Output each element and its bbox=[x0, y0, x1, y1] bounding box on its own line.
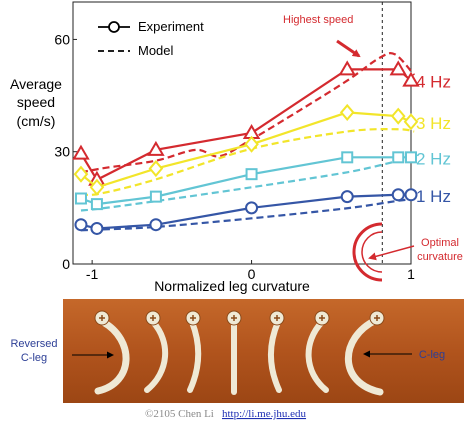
c-leg-curvature-icon bbox=[352, 222, 383, 282]
series-1-hz: 1 Hz bbox=[74, 187, 451, 235]
experiment-point-2-hz-3 bbox=[245, 168, 258, 181]
leg-hub-crosses bbox=[99, 315, 380, 321]
leg-shape-6 bbox=[305, 319, 329, 393]
series-layer: 4 Hz 3 Hz 2 Hz 1 Hz bbox=[72, 52, 451, 235]
optimal-curvature-label-line-2: curvature bbox=[417, 251, 463, 263]
series-3-hz: 3 Hz bbox=[73, 103, 451, 197]
experiment-point-4-hz-4 bbox=[338, 60, 356, 76]
highest-speed-label: Highest speed bbox=[283, 14, 353, 26]
series-label-3-hz: 3 Hz bbox=[416, 114, 451, 133]
series-label-1-hz: 1 Hz bbox=[416, 187, 451, 206]
legend-experiment-label: Experiment bbox=[138, 19, 204, 34]
x-tick-label-0: -1 bbox=[86, 266, 99, 282]
legend: Experiment Model bbox=[98, 19, 204, 58]
legend-model-label: Model bbox=[138, 43, 174, 58]
plot-frame bbox=[72, 1, 412, 265]
optimal-curvature-arrow bbox=[368, 245, 415, 261]
experiment-point-2-hz-2 bbox=[149, 190, 162, 203]
experiment-point-2-hz-5 bbox=[392, 151, 405, 164]
credit-text: ©2105 Chen Li bbox=[145, 408, 214, 420]
c-leg-curvature-icon-inner bbox=[361, 231, 383, 273]
experiment-point-2-hz-1 bbox=[90, 198, 103, 211]
experiment-point-1-hz-1 bbox=[90, 221, 104, 235]
y-tick-label-2: 60 bbox=[54, 31, 70, 47]
hub-cross-6 bbox=[319, 315, 325, 321]
axis-ticks: -1 0 1 0 30 60 bbox=[54, 31, 415, 282]
reversed-c-leg-label-line-1: Reversed bbox=[10, 338, 57, 350]
experiment-point-1-hz-0 bbox=[74, 218, 88, 232]
experiment-point-3-hz-3 bbox=[244, 135, 259, 153]
experiment-line-4-hz bbox=[80, 68, 412, 182]
y-axis-label-line-1: Average bbox=[10, 76, 62, 92]
experiment-point-2-hz-6 bbox=[405, 151, 417, 164]
experiment-point-4-hz-6 bbox=[402, 71, 420, 87]
hub-cross-5 bbox=[274, 315, 280, 321]
experiment-point-1-hz-4 bbox=[340, 190, 354, 204]
c-leg-label: C-leg bbox=[419, 349, 445, 361]
y-tick-label-1: 30 bbox=[54, 144, 70, 160]
x-axis-label: Normalized leg curvature bbox=[154, 278, 310, 294]
hub-cross-1 bbox=[99, 315, 105, 321]
x-tick-label-1: 0 bbox=[248, 266, 256, 282]
experiment-point-2-hz-4 bbox=[341, 151, 354, 164]
leg-shapes bbox=[94, 316, 384, 396]
experiment-point-3-hz-5 bbox=[390, 107, 406, 125]
series-label-4-hz: 4 Hz bbox=[416, 73, 451, 92]
leg-shape-3 bbox=[187, 319, 202, 393]
optimal-curvature-label-line-1: Optimal bbox=[421, 237, 459, 249]
experiment-point-3-hz-6 bbox=[403, 113, 419, 131]
y-tick-label-0: 0 bbox=[62, 256, 70, 272]
experiment-point-4-hz-2 bbox=[147, 140, 165, 156]
leg-shape-2 bbox=[144, 319, 168, 393]
hub-cross-4 bbox=[231, 315, 237, 321]
y-axis-label-line-3: (cm/s) bbox=[17, 113, 56, 129]
hub-cross-7 bbox=[374, 315, 380, 321]
experiment-point-1-hz-3 bbox=[245, 201, 259, 215]
x-tick-label-2: 1 bbox=[407, 266, 415, 282]
leg-photo bbox=[63, 299, 464, 403]
series-label-2-hz: 2 Hz bbox=[416, 149, 451, 168]
experiment-point-4-hz-0 bbox=[72, 144, 90, 160]
y-axis-label-line-2: speed bbox=[17, 94, 55, 110]
legend-experiment-marker bbox=[108, 21, 120, 33]
leg-shape-5 bbox=[268, 319, 282, 393]
c-leg-shape bbox=[344, 316, 384, 396]
experiment-point-3-hz-2 bbox=[148, 160, 164, 178]
experiment-point-3-hz-0 bbox=[73, 165, 89, 183]
hub-cross-2 bbox=[150, 315, 156, 321]
reversed-c-leg-shape bbox=[94, 318, 130, 395]
reversed-c-leg-label-line-2: C-leg bbox=[21, 352, 47, 364]
photo-background bbox=[63, 299, 464, 403]
highest-speed-arrow bbox=[336, 39, 361, 58]
series-2-hz: 2 Hz bbox=[74, 149, 451, 212]
experiment-point-2-hz-0 bbox=[74, 192, 87, 205]
experiment-point-1-hz-2 bbox=[149, 218, 163, 232]
model-line-1-hz bbox=[80, 198, 415, 232]
experiment-point-3-hz-1 bbox=[89, 178, 105, 196]
credit-link[interactable]: http://li.me.jhu.edu bbox=[222, 408, 307, 420]
experiment-point-3-hz-4 bbox=[339, 103, 355, 121]
experiment-point-4-hz-5 bbox=[389, 60, 407, 76]
experiment-point-1-hz-5 bbox=[391, 188, 405, 202]
hub-cross-3 bbox=[190, 315, 196, 321]
experiment-point-1-hz-6 bbox=[404, 188, 418, 202]
